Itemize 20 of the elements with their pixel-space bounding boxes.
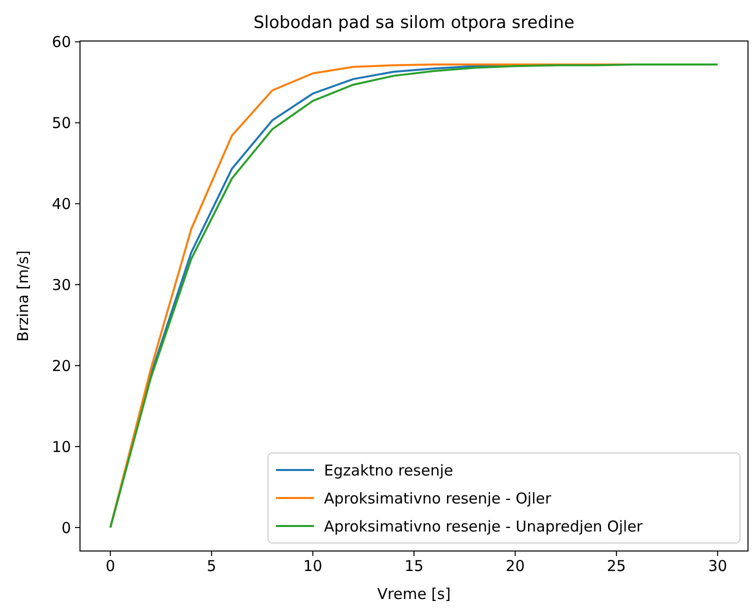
x-tick-label: 15 (404, 557, 424, 575)
legend-label: Aproksimativno resenje - Unapredjen Ojler (324, 517, 644, 536)
x-tick-label: 10 (303, 557, 322, 575)
x-tick-label: 5 (206, 557, 216, 575)
y-tick-label: 0 (61, 518, 71, 537)
y-tick-label: 40 (52, 194, 71, 213)
y-tick-label: 60 (52, 33, 71, 52)
y-tick-label: 20 (52, 356, 71, 375)
x-tick-label: 25 (606, 557, 626, 575)
chart-title: Slobodan pad sa silom otpora sredine (254, 13, 574, 33)
y-tick-label: 10 (52, 438, 71, 456)
y-tick-label: 50 (52, 114, 71, 132)
legend-label: Aproksimativno resenje - Ojler (324, 489, 552, 508)
x-tick-label: 30 (708, 557, 728, 575)
x-tick-label: 20 (506, 557, 525, 575)
y-axis-title: Brzina [m/s] (14, 250, 32, 342)
legend-label: Egzaktno resenje (324, 461, 454, 480)
x-tick-label: 0 (106, 557, 116, 575)
x-axis-title: Vreme [s] (377, 585, 451, 603)
y-tick-label: 30 (52, 276, 71, 294)
